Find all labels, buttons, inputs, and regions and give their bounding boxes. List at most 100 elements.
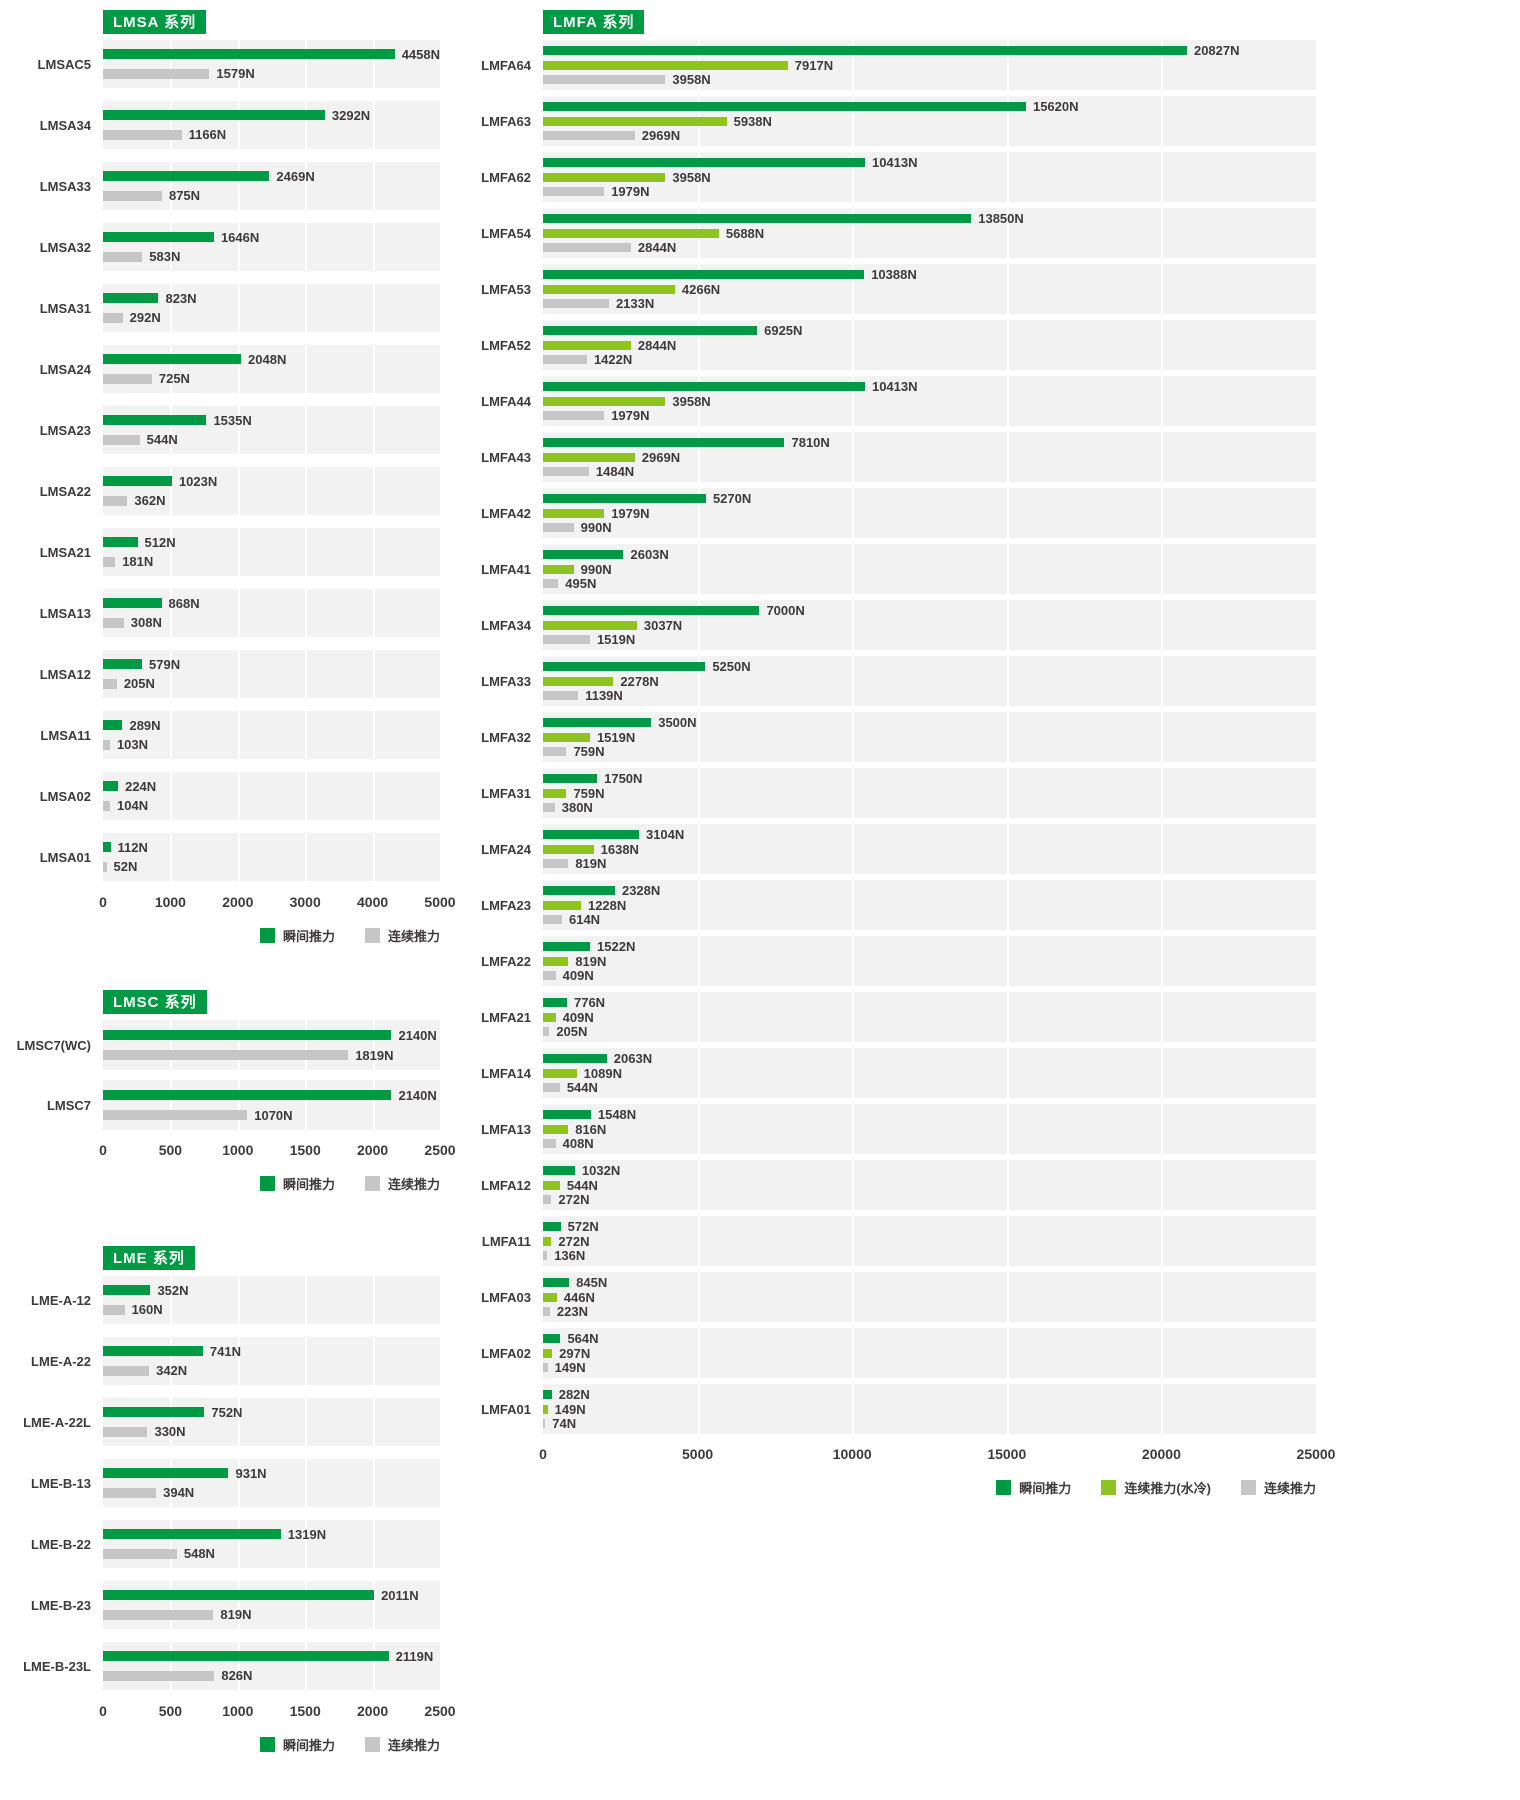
bar-line-instant: 1032N — [543, 1164, 1316, 1177]
gridline — [1006, 488, 1009, 538]
legend-swatch-instant — [996, 1480, 1012, 1495]
bar-instant — [543, 437, 785, 447]
bar-continuous_wc — [543, 1292, 557, 1302]
row-band: 10413N 3958N 1979N — [543, 152, 1316, 202]
gridline — [305, 101, 308, 149]
gridline — [697, 1272, 700, 1322]
chart-row: LMSA22 1023N 362N — [20, 467, 440, 515]
gridline — [372, 1080, 375, 1130]
bar-continuous — [543, 1307, 550, 1317]
chart-row: LME-B-23L 2119N 826N — [20, 1642, 440, 1690]
bar-instant — [103, 110, 325, 121]
bar-value-label: 7000N — [766, 602, 805, 618]
bar-line-continuous_wc: 1228N — [543, 899, 1316, 912]
legend-item-instant: 瞬间推力 — [259, 1174, 335, 1193]
gridline — [1006, 544, 1009, 594]
gridline — [697, 264, 700, 314]
bar-line-continuous_wc: 544N — [543, 1179, 1316, 1192]
bar-value-label: 2119N — [395, 1648, 434, 1664]
category-label: LMFA43 — [481, 449, 531, 465]
bar-value-label: 224N — [125, 778, 157, 794]
bar-value-label: 816N — [575, 1121, 607, 1137]
chart-row: LME-A-22 741N 342N — [20, 1337, 440, 1385]
axis-tick-label: 0 — [539, 1446, 547, 1462]
gridline — [372, 772, 375, 820]
gridline — [1161, 768, 1164, 818]
gridline — [372, 833, 375, 881]
axis-tick-label: 2000 — [222, 894, 254, 910]
bar-value-label: 725N — [158, 371, 190, 387]
bar-value-label: 20827N — [1193, 42, 1240, 58]
category-label: LMFA32 — [481, 729, 531, 745]
gridline — [305, 1080, 308, 1130]
gridline — [170, 1020, 173, 1070]
category-label: LME-A-22L — [23, 1414, 91, 1430]
chart-row: LMFA34 7000N 3037N 1519N — [466, 600, 1316, 650]
bar-line-instant: 2469N — [103, 170, 440, 183]
bar-line-continuous_wc: 3958N — [543, 171, 1316, 184]
bar-continuous_wc — [543, 732, 590, 742]
bar-line-continuous_wc: 1638N — [543, 843, 1316, 856]
bar-value-label: 2133N — [615, 296, 655, 312]
category-label: LMSA21 — [39, 544, 91, 560]
bar-line-continuous: 1519N — [543, 633, 1316, 646]
bar-line-continuous: 342N — [103, 1363, 440, 1379]
category-label: LMSA02 — [39, 788, 91, 804]
bar-continuous_wc — [543, 900, 581, 910]
bar-line-instant: 15620N — [543, 100, 1316, 113]
bar-continuous — [543, 131, 635, 141]
bar-value-label: 5938N — [733, 113, 772, 129]
bar-continuous — [543, 355, 587, 365]
gridline — [170, 1642, 173, 1690]
bar-value-label: 1089N — [583, 1065, 622, 1081]
bar-value-label: 4266N — [681, 281, 721, 297]
chart-row: LMSA21 512N 181N — [20, 528, 440, 576]
row-band: 20827N 7917N 3958N — [543, 40, 1316, 90]
bar-value-label: 74N — [552, 1416, 577, 1432]
bar-continuous_wc — [543, 1348, 553, 1358]
gridline — [372, 1398, 375, 1446]
bar-line-continuous_wc: 297N — [543, 1347, 1316, 1360]
row-band: 6925N 2844N 1422N — [543, 320, 1316, 370]
bar-instant — [543, 1165, 575, 1175]
bar-line-continuous_wc: 446N — [543, 1291, 1316, 1304]
bar-instant — [543, 1389, 552, 1399]
category-label: LMFA62 — [481, 169, 531, 185]
bar-value-label: 308N — [130, 615, 162, 631]
bar-instant — [103, 598, 162, 609]
legend-item-continuous: 连续推力 — [364, 926, 440, 945]
bar-value-label: 342N — [156, 1363, 188, 1379]
gridline — [372, 1459, 375, 1507]
gridline — [170, 345, 173, 393]
bar-value-label: 819N — [575, 953, 607, 969]
gridline — [305, 650, 308, 698]
gridline — [1006, 992, 1009, 1042]
bar-line-continuous: 583N — [103, 250, 440, 263]
bar-value-label: 2603N — [630, 546, 669, 562]
gridline — [1006, 880, 1009, 930]
row-band: 1646N 583N — [103, 223, 440, 271]
row-band: 3104N 1638N 819N — [543, 824, 1316, 874]
row-band: 282N 149N 74N — [543, 1384, 1316, 1434]
legend-item-instant: 瞬间推力 — [259, 1735, 335, 1754]
series-badge-row: LMSA 系列 — [103, 10, 440, 34]
bar-instant — [103, 1346, 203, 1357]
bar-line-instant: 7810N — [543, 436, 1316, 449]
bar-value-label: 282N — [558, 1386, 590, 1402]
gridline — [305, 1276, 308, 1324]
bar-line-continuous: 292N — [103, 311, 440, 324]
gridline — [1161, 824, 1164, 874]
bar-value-label: 2844N — [637, 240, 677, 256]
bar-continuous — [103, 617, 124, 628]
gridline — [697, 1384, 700, 1434]
bar-continuous_wc — [543, 1124, 569, 1134]
gridline — [237, 1020, 240, 1070]
bar-line-instant: 13850N — [543, 212, 1316, 225]
chart-row: LMFA13 1548N 816N 408N — [466, 1104, 1316, 1154]
bar-value-label: 4458N — [401, 46, 440, 62]
gridline — [170, 406, 173, 454]
bar-line-continuous: 544N — [103, 433, 440, 446]
bar-value-label: 223N — [556, 1304, 588, 1320]
row-band: 868N 308N — [103, 589, 440, 637]
row-band: 7810N 2969N 1484N — [543, 432, 1316, 482]
